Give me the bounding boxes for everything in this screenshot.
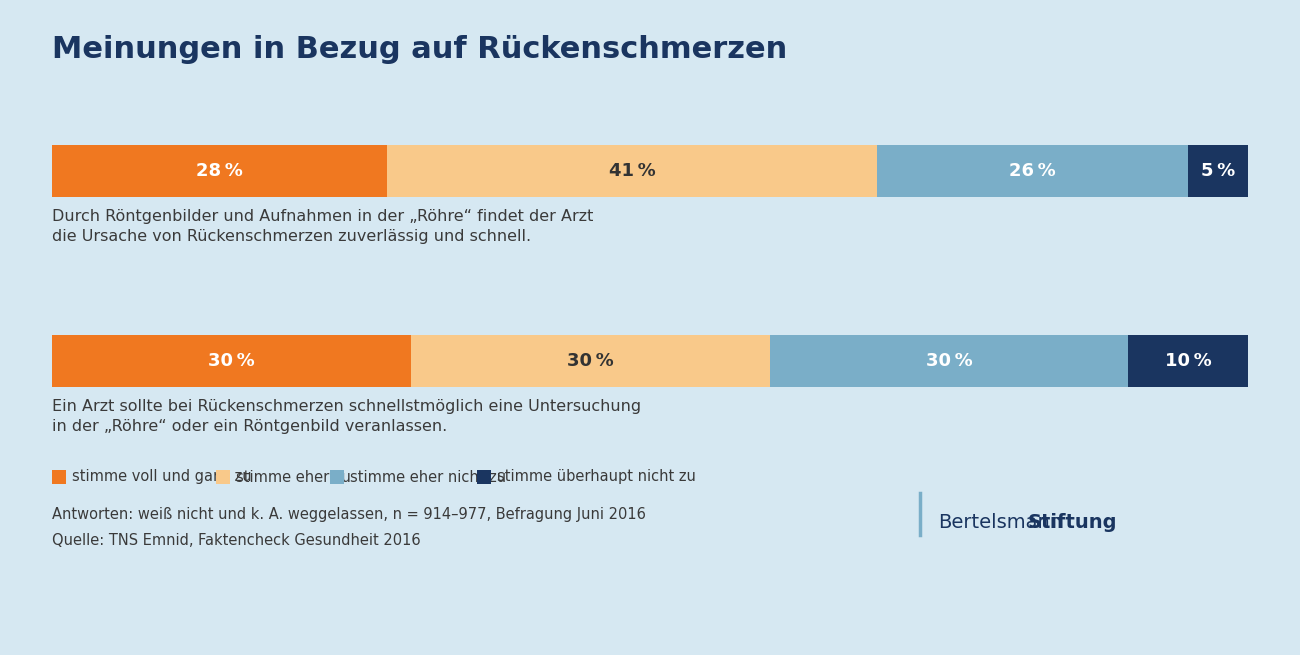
- Text: 30 %: 30 %: [208, 352, 255, 370]
- Text: Antworten: weiß nicht und k. A. weggelassen, n = 914–977, Befragung Juni 2016: Antworten: weiß nicht und k. A. weggelas…: [52, 507, 646, 522]
- Text: Meinungen in Bezug auf Rückenschmerzen: Meinungen in Bezug auf Rückenschmerzen: [52, 35, 788, 64]
- Text: stimme eher zu: stimme eher zu: [235, 470, 351, 485]
- Text: Ein Arzt sollte bei Rückenschmerzen schnellstmöglich eine Untersuchung: Ein Arzt sollte bei Rückenschmerzen schn…: [52, 399, 641, 414]
- Text: 41 %: 41 %: [608, 162, 655, 180]
- Bar: [411, 335, 770, 387]
- Bar: [1128, 335, 1248, 387]
- Text: 30 %: 30 %: [926, 352, 972, 370]
- Bar: [52, 470, 66, 484]
- Text: 28 %: 28 %: [196, 162, 243, 180]
- Text: stimme eher nicht zu: stimme eher nicht zu: [350, 470, 506, 485]
- Text: 10 %: 10 %: [1165, 352, 1212, 370]
- Bar: [52, 145, 387, 197]
- Text: Quelle: TNS Emnid, Faktencheck Gesundheit 2016: Quelle: TNS Emnid, Faktencheck Gesundhei…: [52, 533, 421, 548]
- Text: 30 %: 30 %: [567, 352, 614, 370]
- Bar: [52, 335, 411, 387]
- Bar: [387, 145, 878, 197]
- Text: 5 %: 5 %: [1201, 162, 1235, 180]
- Bar: [330, 470, 344, 484]
- Text: stimme voll und ganz zu: stimme voll und ganz zu: [72, 470, 252, 485]
- Text: Durch Röntgenbilder und Aufnahmen in der „Röhre“ findet der Arzt: Durch Röntgenbilder und Aufnahmen in der…: [52, 209, 593, 224]
- Text: 26 %: 26 %: [1009, 162, 1056, 180]
- Text: in der „Röhre“ oder ein Röntgenbild veranlassen.: in der „Röhre“ oder ein Röntgenbild vera…: [52, 419, 447, 434]
- Text: Stiftung: Stiftung: [1027, 512, 1117, 531]
- Bar: [878, 145, 1188, 197]
- Bar: [1188, 145, 1248, 197]
- Text: Bertelsmann: Bertelsmann: [939, 512, 1062, 531]
- Text: stimme überhaupt nicht zu: stimme überhaupt nicht zu: [497, 470, 696, 485]
- Bar: [477, 470, 491, 484]
- Bar: [770, 335, 1128, 387]
- Bar: [216, 470, 230, 484]
- Text: die Ursache von Rückenschmerzen zuverlässig und schnell.: die Ursache von Rückenschmerzen zuverläs…: [52, 229, 532, 244]
